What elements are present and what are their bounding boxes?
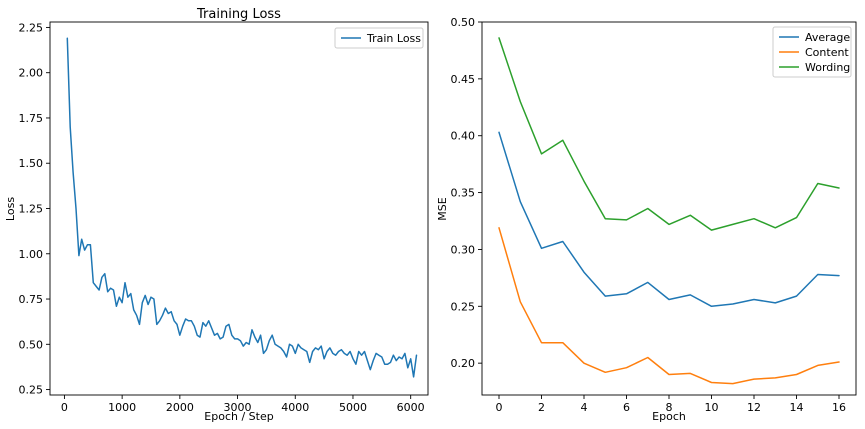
training-loss-chart: Training Loss Epoch / Step Loss 0 1000 200… xyxy=(4,7,429,423)
x-tick-label: 0 xyxy=(496,401,503,414)
legend-label-train-loss: Train Loss xyxy=(366,32,421,45)
y-axis-label: MSE xyxy=(436,197,449,220)
x-tick-label: 1000 xyxy=(108,401,136,414)
y-tick-label: 0.75 xyxy=(19,293,44,306)
y-axis-label: Loss xyxy=(4,197,17,221)
x-tick-label: 16 xyxy=(832,401,846,414)
legend-label-content: Content xyxy=(805,46,849,59)
y-tick-label: 1.50 xyxy=(19,157,44,170)
y-tick-label: 0.50 xyxy=(19,338,44,351)
y-tick-label: 0.40 xyxy=(451,130,476,143)
series-line-wording xyxy=(498,37,840,231)
x-axis-label: Epoch / Step xyxy=(204,410,273,423)
y-tick-label: 0.25 xyxy=(451,300,476,313)
legend-box xyxy=(334,27,424,49)
x-tick-label: 4000 xyxy=(281,401,309,414)
plot-area-frame xyxy=(49,21,429,396)
x-tick-label: 4 xyxy=(581,401,588,414)
x-tick-label: 3000 xyxy=(224,401,252,414)
x-tick-label: 6000 xyxy=(397,401,425,414)
x-tick-label: 12 xyxy=(747,401,761,414)
plot-area-frame xyxy=(481,21,857,396)
series-group xyxy=(66,37,418,378)
y-tick-label: 0.30 xyxy=(451,243,476,256)
x-tick-label: 5000 xyxy=(339,401,367,414)
x-tick-label: 2000 xyxy=(166,401,194,414)
legend-label-average: Average xyxy=(805,31,850,44)
legend: Average Content Wording xyxy=(772,26,852,78)
legend: Train Loss xyxy=(334,27,424,49)
axis-ticks: 0 1000 2000 3000 4000 5000 6000 0.25 0.50 0.75 1.0… xyxy=(19,21,425,414)
x-tick-label: 0 xyxy=(61,401,68,414)
series-line-content xyxy=(498,227,840,385)
legend-label-wording: Wording xyxy=(805,61,850,74)
x-tick-label: 10 xyxy=(705,401,719,414)
y-tick-label: 1.75 xyxy=(19,112,44,125)
chart-title: Training Loss xyxy=(196,7,281,22)
legend-box xyxy=(772,26,852,78)
mse-chart: Epoch MSE 0 2 4 6 8 10 12 14 160.200.250.300.350… xyxy=(436,16,857,423)
axis-ticks: 0 2 4 6 8 10 12 14 16 0.20 0.25 0.30 0.35 0.40 0.45 0.5… xyxy=(451,16,847,414)
x-tick-label: 8 xyxy=(666,401,673,414)
series-line-average xyxy=(498,131,840,308)
y-tick-label: 2.25 xyxy=(19,21,44,34)
y-tick-label: 0.35 xyxy=(451,187,476,200)
series-group xyxy=(498,37,840,385)
y-tick-label: 1.00 xyxy=(19,248,44,261)
x-axis-label: Epoch xyxy=(652,410,686,423)
y-tick-label: 0.25 xyxy=(19,384,44,397)
x-tick-label: 2 xyxy=(538,401,545,414)
x-tick-label: 6 xyxy=(623,401,630,414)
y-tick-label: 0.50 xyxy=(451,16,476,29)
series-line-train-loss xyxy=(66,37,418,378)
y-tick-label: 1.25 xyxy=(19,203,44,216)
y-tick-label: 0.20 xyxy=(451,357,476,370)
y-tick-label: 2.00 xyxy=(19,67,44,80)
y-tick-label: 0.45 xyxy=(451,73,476,86)
x-tick-label: 14 xyxy=(790,401,804,414)
